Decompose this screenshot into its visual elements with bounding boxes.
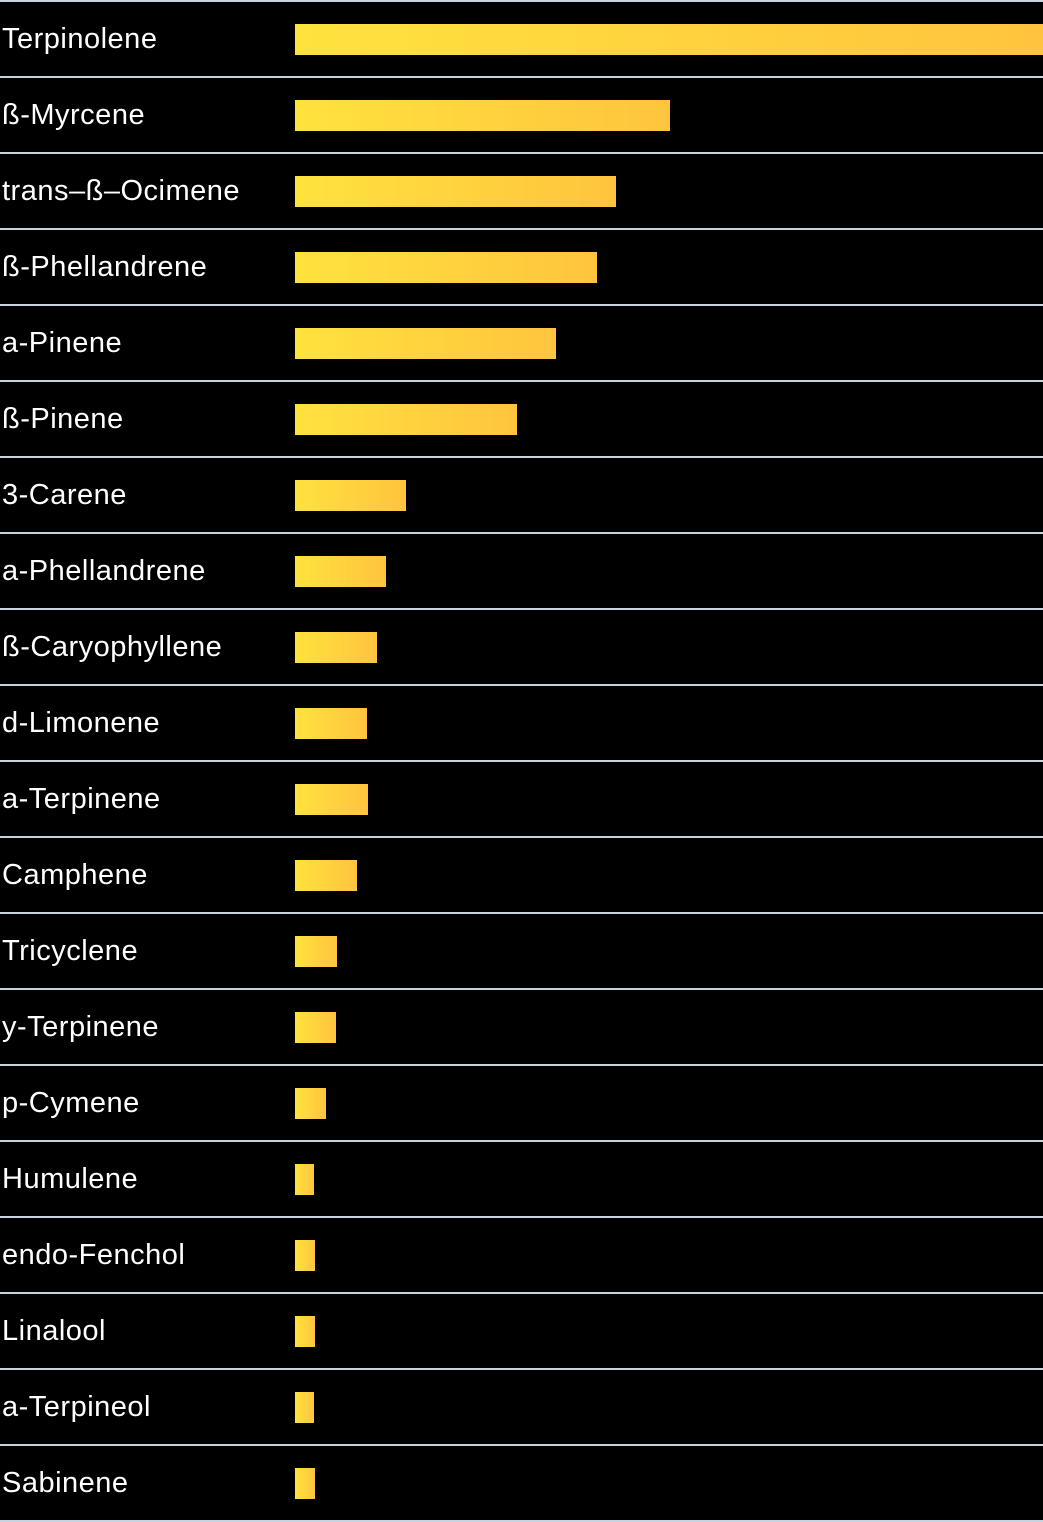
value-bar: [295, 935, 337, 967]
chart-row: a-Phellandrene: [0, 534, 1043, 610]
chart-row: y-Terpinene: [0, 990, 1043, 1066]
value-bar: [295, 251, 598, 283]
bar-track: [295, 555, 1043, 587]
category-label: d-Limonene: [2, 706, 161, 739]
bar-track: [295, 23, 1043, 55]
value-bar: [295, 175, 616, 207]
category-label: y-Terpinene: [2, 1010, 160, 1043]
chart-row: ß-Caryophyllene: [0, 610, 1043, 686]
category-label: Sabinene: [2, 1466, 129, 1499]
category-label: Terpinolene: [2, 22, 158, 55]
chart-row: endo-Fenchol: [0, 1218, 1043, 1294]
bar-track: [295, 1315, 1043, 1347]
category-label: ß-Pinene: [2, 402, 124, 435]
category-label: ß-Myrcene: [2, 98, 146, 131]
chart-row: Linalool: [0, 1294, 1043, 1370]
category-label: Tricyclene: [2, 934, 139, 967]
bar-track: [295, 327, 1043, 359]
category-label: a-Phellandrene: [2, 554, 206, 587]
bar-track: [295, 859, 1043, 891]
chart-row: ß-Phellandrene: [0, 230, 1043, 306]
bar-track: [295, 1163, 1043, 1195]
value-bar: [295, 1087, 326, 1119]
category-label: a-Terpineol: [2, 1390, 151, 1423]
value-bar: [295, 1391, 315, 1423]
chart-row: a-Terpineol: [0, 1370, 1043, 1446]
chart-row: trans–ß–Ocimene: [0, 154, 1043, 230]
bar-track: [295, 1011, 1043, 1043]
category-label: Linalool: [2, 1314, 106, 1347]
bar-track: [295, 707, 1043, 739]
category-label: trans–ß–Ocimene: [2, 174, 240, 207]
chart-row: Sabinene: [0, 1446, 1043, 1522]
bar-track: [295, 479, 1043, 511]
bar-track: [295, 403, 1043, 435]
chart-row: a-Terpinene: [0, 762, 1043, 838]
bar-track: [295, 1239, 1043, 1271]
value-bar: [295, 1467, 316, 1499]
category-label: endo-Fenchol: [2, 1238, 186, 1271]
value-bar: [295, 479, 406, 511]
bar-track: [295, 99, 1043, 131]
chart-row: p-Cymene: [0, 1066, 1043, 1142]
chart-row: 3-Carene: [0, 458, 1043, 534]
bar-track: [295, 1087, 1043, 1119]
category-label: a-Pinene: [2, 326, 123, 359]
value-bar: [295, 555, 387, 587]
bar-track: [295, 251, 1043, 283]
category-label: Humulene: [2, 1162, 139, 1195]
value-bar: [295, 1011, 337, 1043]
value-bar: [295, 99, 670, 131]
chart-row: d-Limonene: [0, 686, 1043, 762]
chart-row: Camphene: [0, 838, 1043, 914]
category-label: Camphene: [2, 858, 148, 891]
value-bar: [295, 1315, 316, 1347]
bar-track: [295, 175, 1043, 207]
bar-track: [295, 783, 1043, 815]
value-bar: [295, 1239, 316, 1271]
chart-row: ß-Pinene: [0, 382, 1043, 458]
value-bar: [295, 403, 518, 435]
category-label: p-Cymene: [2, 1086, 140, 1119]
bar-track: [295, 935, 1043, 967]
bar-track: [295, 1391, 1043, 1423]
value-bar: [295, 707, 367, 739]
value-bar: [295, 631, 378, 663]
chart-row: a-Pinene: [0, 306, 1043, 382]
category-label: ß-Caryophyllene: [2, 630, 223, 663]
value-bar: [295, 783, 369, 815]
category-label: ß-Phellandrene: [2, 250, 208, 283]
bar-track: [295, 1467, 1043, 1499]
bar-track: [295, 631, 1043, 663]
value-bar: [295, 1163, 314, 1195]
value-bar: [295, 327, 557, 359]
chart-row: Humulene: [0, 1142, 1043, 1218]
category-label: a-Terpinene: [2, 782, 161, 815]
category-label: 3-Carene: [2, 478, 127, 511]
chart-row: Terpinolene: [0, 2, 1043, 78]
chart-row: ß-Myrcene: [0, 78, 1043, 154]
chart-row: Tricyclene: [0, 914, 1043, 990]
value-bar: [295, 859, 358, 891]
value-bar: [295, 23, 1043, 55]
